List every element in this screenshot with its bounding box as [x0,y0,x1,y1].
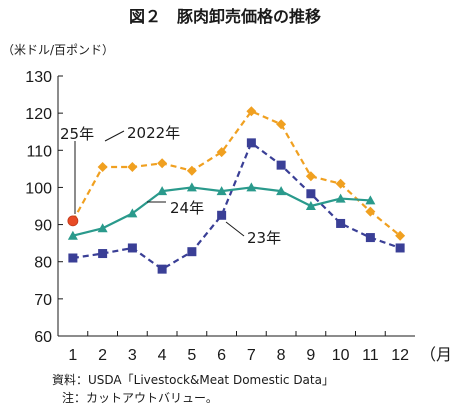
data-point [246,106,257,117]
y-tick-label: 130 [25,69,52,86]
series-layer [67,106,406,274]
data-point [365,206,376,217]
data-point [97,162,108,172]
series-1 [68,138,405,274]
data-point [127,243,137,253]
y-tick-label: 70 [34,292,52,309]
x-tick-label: 2 [98,347,107,364]
source-note: 資料：USDA「Livestock&Meat Domestic Data」 [52,373,334,387]
data-point [246,138,256,148]
data-point [246,182,257,192]
data-point [97,223,108,233]
y-tick-label: 120 [25,106,52,123]
y-tick-label: 90 [34,218,52,235]
annotations: 25年 2022年 24年 23年 [60,124,281,247]
y-tick-label: 100 [25,180,52,197]
x-tick-label: 5 [187,347,196,364]
data-point [157,158,168,169]
data-point [335,178,346,189]
data-point [216,186,227,196]
label-24: 24年 [170,199,204,217]
leader-23 [225,221,245,237]
label-23: 23年 [247,229,281,247]
data-point [305,201,316,210]
data-point [217,210,227,220]
data-point [335,193,346,203]
x-tick-label: 1 [68,347,77,364]
y-tick-label: 110 [26,143,52,160]
data-point [67,215,79,227]
data-point [98,249,108,259]
data-point [157,264,167,274]
chart-title: 図２ 豚肉卸売価格の推移 [129,7,321,26]
data-point [306,189,316,199]
x-tick-label: 12 [391,347,409,364]
data-point [157,186,168,196]
series-line [71,110,401,237]
x-tick-label: 3 [128,347,137,364]
label-2022: 2022年 [127,124,180,142]
x-tick-label: 9 [306,347,315,364]
y-tick-label: 60 [34,329,52,346]
data-point [395,230,406,241]
data-point [365,195,376,205]
data-point [68,253,78,263]
data-point [216,147,227,158]
leader-2022 [104,130,125,142]
data-point [305,171,316,182]
x-tick-label: 7 [247,347,256,364]
series-3 [67,215,79,227]
data-point [186,165,197,176]
series-line [72,141,401,271]
x-tick-label: 4 [158,347,167,364]
series-2 [67,182,376,240]
y-axis-unit: （米ドル/百ポンド） [2,43,114,57]
footnote: 注：カットアウトバリュー。 [62,390,218,405]
data-point [336,218,346,228]
data-point [187,247,197,257]
x-tick-label: 6 [217,347,226,364]
data-point [276,186,287,196]
x-tick-label: 11 [362,347,379,364]
data-point [276,119,287,130]
x-axis-unit: （月） [420,346,450,364]
data-point [276,160,286,170]
x-tick-label: 10 [332,347,350,364]
data-point [127,208,138,218]
label-25: 25年 [60,125,94,143]
data-point [67,230,78,240]
data-point [186,182,197,192]
data-point [127,162,138,172]
y-tick-label: 80 [34,255,52,272]
data-point [365,233,375,243]
data-point [395,243,405,253]
x-tick-label: 8 [277,347,286,364]
